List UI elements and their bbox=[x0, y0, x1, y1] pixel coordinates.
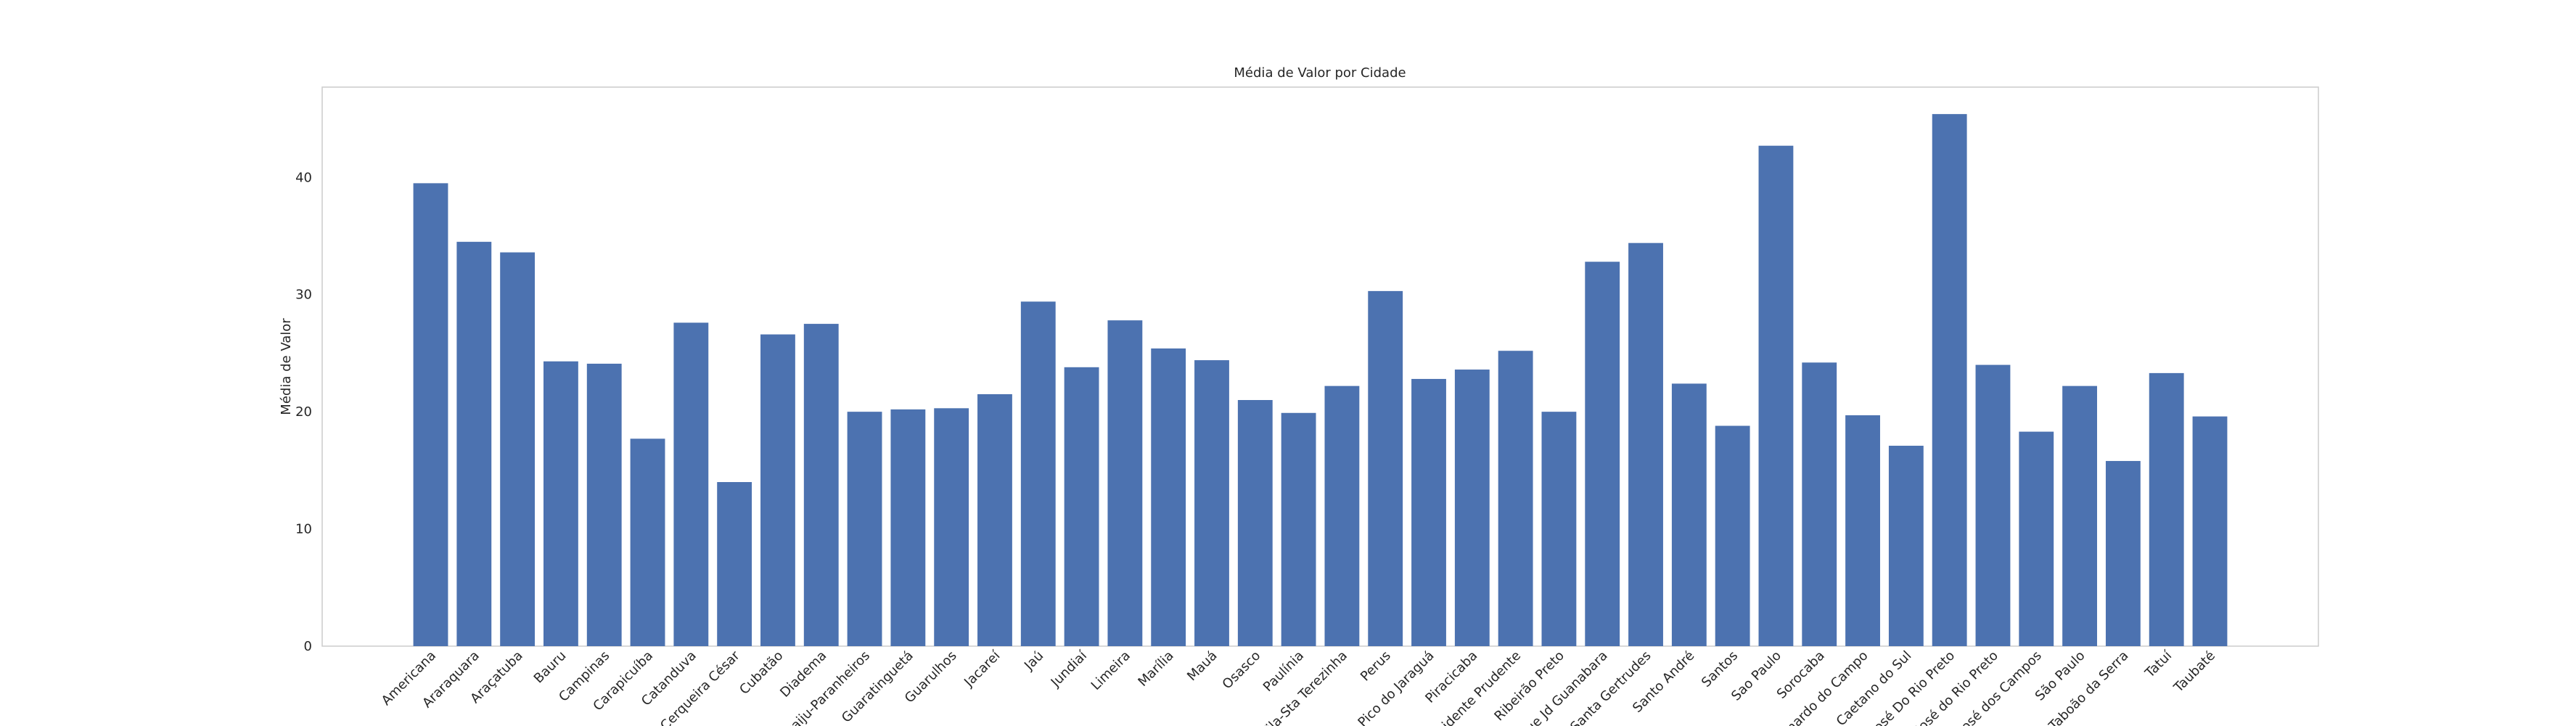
y-tick-label: 10 bbox=[295, 522, 312, 537]
bar bbox=[1411, 378, 1446, 646]
bar bbox=[543, 361, 578, 646]
bar bbox=[1888, 445, 1924, 646]
x-tick-label: Perus bbox=[1358, 648, 1394, 685]
bar bbox=[1585, 261, 1620, 646]
bar bbox=[456, 242, 492, 646]
y-tick-label: 0 bbox=[304, 639, 312, 654]
x-tick-label: Santos bbox=[1699, 648, 1741, 690]
x-tick-label: Jundiaí bbox=[1048, 648, 1091, 690]
bar bbox=[413, 183, 448, 647]
bar bbox=[2105, 460, 2141, 646]
bar bbox=[1151, 348, 1186, 646]
bar bbox=[1671, 383, 1707, 646]
bar bbox=[1845, 415, 1880, 646]
x-tick-label: Jaú bbox=[1021, 648, 1046, 674]
bar bbox=[1107, 320, 1143, 646]
y-tick-label: 30 bbox=[295, 287, 312, 303]
bar bbox=[1541, 412, 1577, 646]
bar bbox=[934, 408, 969, 646]
bar bbox=[1237, 400, 1273, 646]
bar bbox=[1324, 386, 1360, 646]
x-tick-label: Mauá bbox=[1184, 648, 1220, 684]
x-tick-label: Pico do Jaraguá bbox=[1355, 648, 1437, 726]
bar bbox=[977, 393, 1012, 646]
bar bbox=[1758, 145, 1794, 647]
bar bbox=[1064, 367, 1099, 646]
bar bbox=[2149, 372, 2184, 646]
y-tick-label: 40 bbox=[295, 170, 312, 185]
bar bbox=[586, 363, 622, 646]
y-tick-label: 20 bbox=[295, 404, 312, 420]
x-tick-label: Marília bbox=[1135, 648, 1176, 690]
y-axis-label: Média de Valor bbox=[279, 318, 294, 415]
bar bbox=[890, 409, 926, 646]
x-tick-label: Limeira bbox=[1088, 648, 1133, 693]
bar bbox=[2019, 431, 2054, 646]
bar bbox=[1498, 351, 1533, 646]
bar bbox=[1368, 290, 1403, 646]
bar bbox=[500, 252, 536, 646]
chart-title: Média de Valor por Cidade bbox=[1234, 65, 1406, 81]
bar bbox=[1454, 370, 1490, 646]
bar bbox=[673, 322, 709, 646]
bar bbox=[2062, 386, 2097, 646]
bar bbox=[1802, 362, 1837, 646]
bar bbox=[717, 482, 752, 646]
bar bbox=[630, 439, 665, 646]
bar bbox=[1020, 301, 1056, 646]
x-tick-label: Tatuí bbox=[2142, 648, 2175, 681]
bar bbox=[1194, 360, 1229, 646]
bar bbox=[1932, 114, 1967, 647]
bar bbox=[847, 412, 882, 646]
bar bbox=[760, 334, 795, 646]
bar bbox=[2192, 416, 2228, 646]
x-tick-label: Bauru bbox=[531, 648, 570, 687]
bar bbox=[1975, 364, 2011, 646]
bar bbox=[1715, 425, 1750, 646]
plot-frame bbox=[321, 86, 2319, 647]
x-tick-label: Osasco bbox=[1220, 648, 1264, 693]
x-tick-label: Taubaté bbox=[2170, 648, 2218, 696]
bar bbox=[1281, 412, 1316, 646]
bar bbox=[803, 324, 839, 646]
bar bbox=[1628, 242, 1663, 646]
x-tick-label: Jacareí bbox=[961, 648, 1004, 690]
